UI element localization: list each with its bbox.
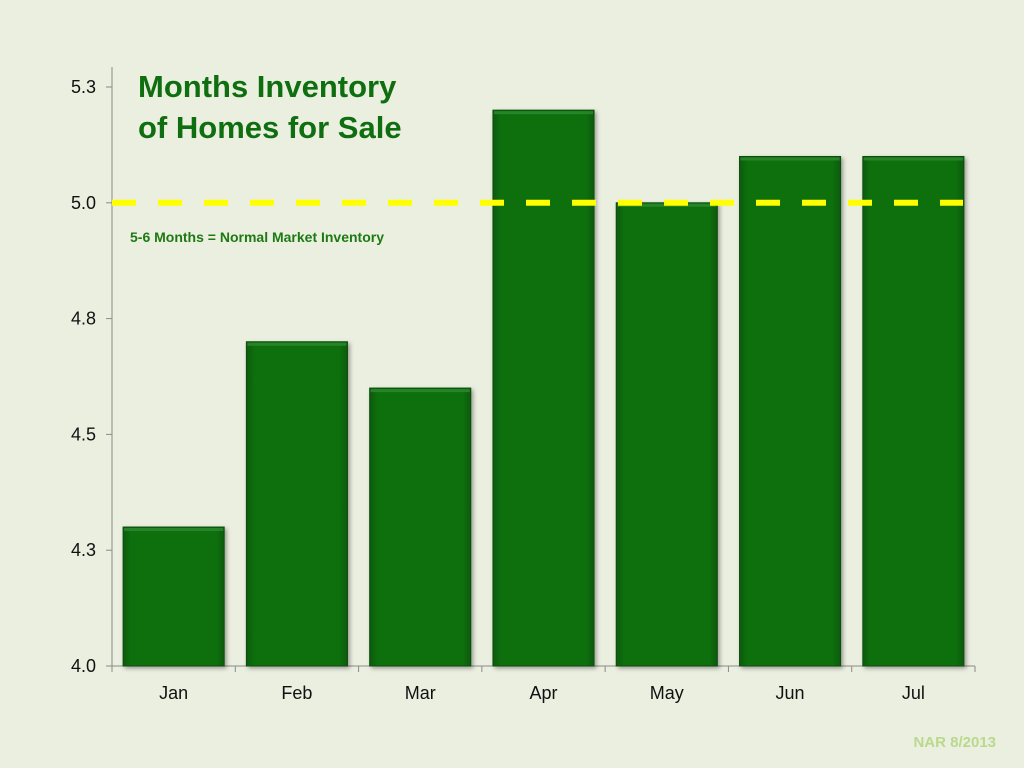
bar-apr bbox=[492, 109, 595, 667]
x-tick-label-jan: Jan bbox=[159, 683, 188, 703]
x-tick-label-jul: Jul bbox=[902, 683, 925, 703]
bar-highlight-jun bbox=[740, 157, 840, 161]
bar-highlight-jan bbox=[124, 528, 224, 532]
x-tick-label-feb: Feb bbox=[281, 683, 312, 703]
bar-mar bbox=[369, 387, 472, 667]
x-tick-label-apr: Apr bbox=[529, 683, 557, 703]
bar-jan bbox=[122, 526, 225, 667]
chart-title-line-2: of Homes for Sale bbox=[138, 110, 402, 145]
x-axis: Jan Feb Mar Apr May Jun Jul bbox=[111, 665, 976, 703]
y-tick-label: 4.8 bbox=[71, 309, 96, 329]
bars bbox=[122, 109, 965, 667]
bar-highlight-jul bbox=[863, 157, 963, 161]
y-tick-label: 5.3 bbox=[71, 77, 96, 97]
bar-jul bbox=[862, 155, 965, 667]
bar-highlight-mar bbox=[370, 389, 470, 393]
y-tick-label: 4.0 bbox=[71, 656, 96, 676]
chart-title: Months Inventory of Homes for Sale bbox=[138, 66, 402, 148]
bar-highlight-apr bbox=[493, 111, 594, 115]
y-tick-label: 4.5 bbox=[71, 424, 96, 444]
y-tick-label: 4.3 bbox=[71, 540, 96, 560]
bar-jun bbox=[739, 155, 842, 667]
normal-inventory-annotation: 5-6 Months = Normal Market Inventory bbox=[130, 229, 385, 245]
bar-highlight-feb bbox=[247, 342, 347, 346]
y-axis: 4.0 4.3 4.5 4.8 5.0 5.3 bbox=[71, 67, 113, 676]
chart-title-line-1: Months Inventory bbox=[138, 69, 397, 104]
source-credit: NAR 8/2013 bbox=[913, 734, 996, 751]
x-tick-label-may: May bbox=[650, 683, 684, 703]
y-tick-label: 5.0 bbox=[71, 193, 96, 213]
bar-feb bbox=[245, 341, 348, 667]
x-tick-label-jun: Jun bbox=[776, 683, 805, 703]
bar-may bbox=[615, 202, 718, 667]
x-tick-label-mar: Mar bbox=[405, 683, 436, 703]
